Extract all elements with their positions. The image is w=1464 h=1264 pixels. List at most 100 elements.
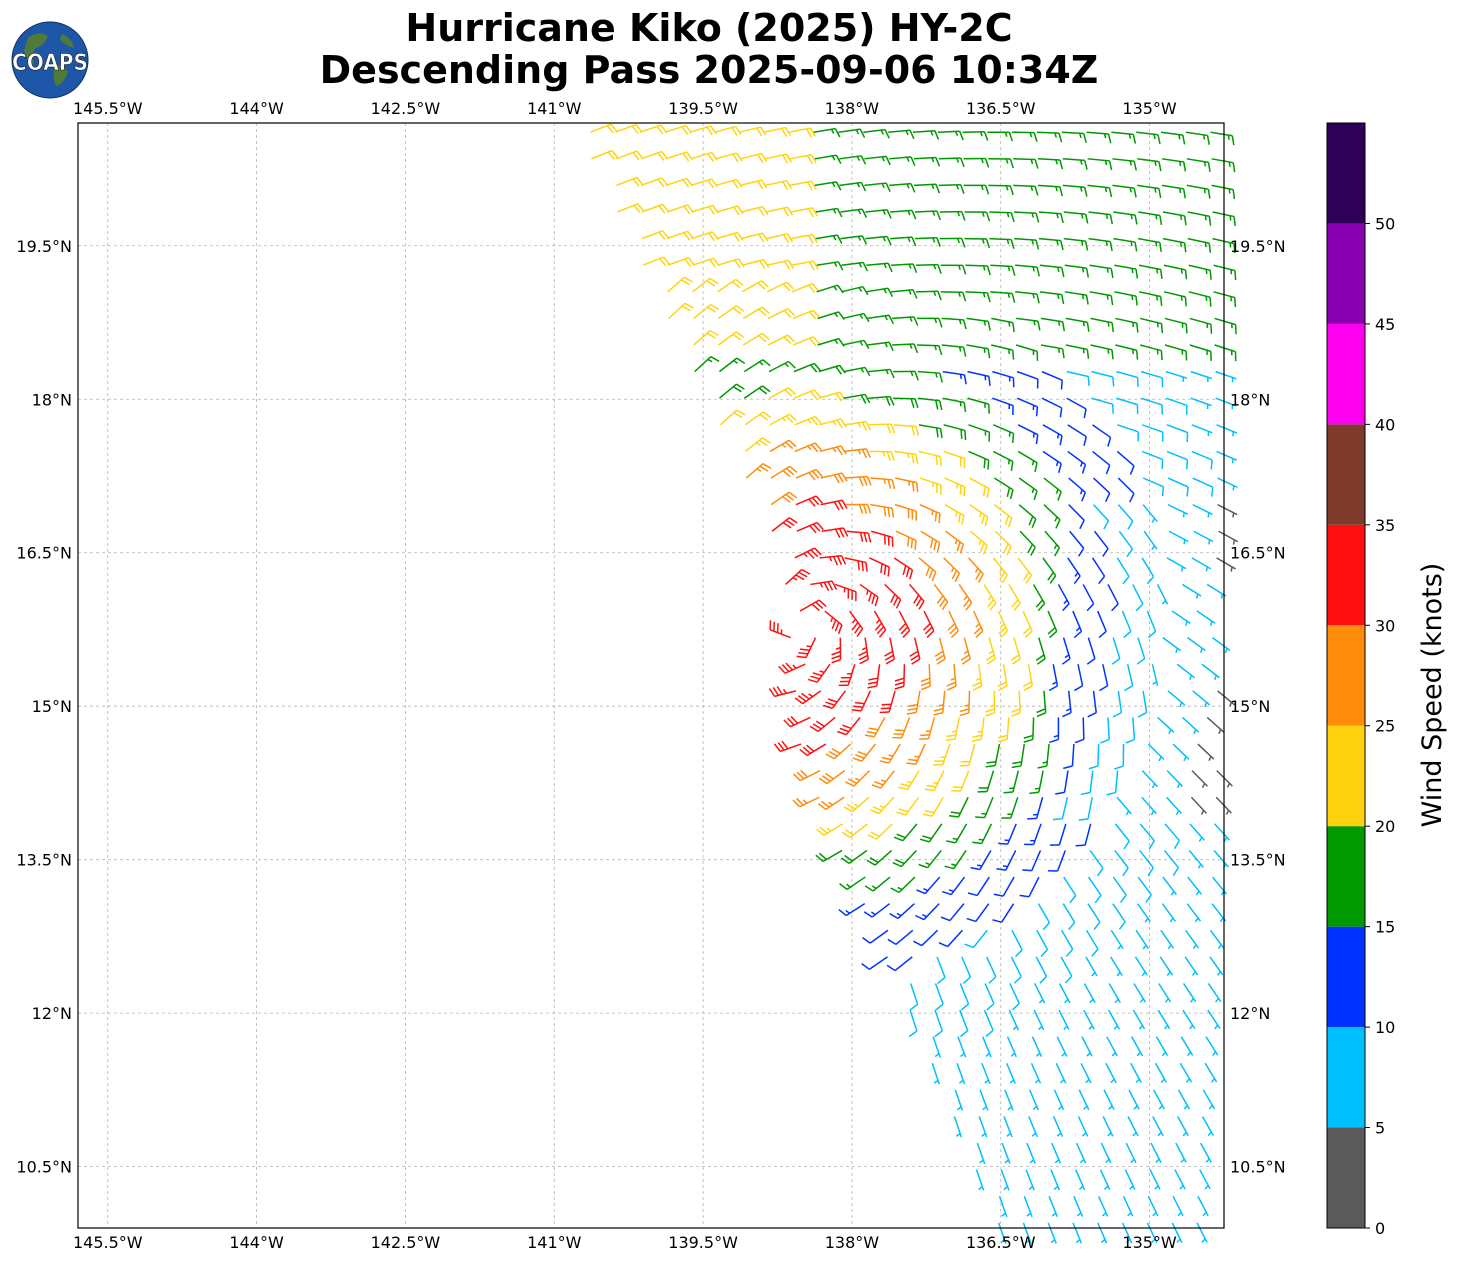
wind-barb [1112,903,1126,930]
wind-barb [1058,1009,1070,1031]
wind-barb [1159,956,1174,977]
wind-barb [1110,929,1124,950]
wind-barb [938,929,963,948]
wind-barb [1163,849,1180,876]
lon-tick-label-bottom: 145.5°W [73,1233,143,1252]
wind-barb [741,205,769,217]
wind-barb [1019,530,1036,556]
wind-barb [988,184,1014,196]
wind-barb [1022,850,1042,872]
colorbar-tick-label: 25 [1375,717,1395,736]
wind-barb [954,1089,964,1111]
wind-barb [666,230,695,241]
lat-tick-label-right: 16.5°N [1230,544,1286,563]
wind-barb [924,770,945,792]
wind-barb [1092,424,1112,447]
wind-barb [871,530,894,547]
wind-barb [1143,530,1158,551]
wind-barb [717,258,745,269]
wind-barb [960,637,971,665]
wind-barb [764,179,793,191]
wind-barb [1132,584,1144,612]
wind-barb [958,584,973,611]
wind-barb [1042,424,1063,446]
wind-barb [692,257,720,268]
wind-barb [664,124,693,135]
wind-barb [1102,1116,1114,1137]
wind-barb [1049,717,1060,744]
gridlines [78,123,1224,1228]
lat-tick-label-right: 10.5°N [1230,1158,1286,1177]
wind-barb [858,637,869,665]
wind-barb [1010,956,1022,984]
wind-barb [940,903,965,922]
wind-barb [1081,1036,1093,1057]
wind-barb [1113,211,1138,225]
lat-tick-label-left: 19.5°N [16,237,72,256]
wind-barb [959,690,971,717]
axis-tick-labels: 145.5°W 145.5°W 144°W 144°W 142.5°W 142.5°W 14… [16,99,1285,1252]
wind-barb [1137,690,1148,718]
wind-barb [931,1063,940,1085]
wind-barb [1014,237,1040,250]
wind-barb [934,637,946,665]
wind-barb [917,397,943,411]
wind-barb [740,152,768,163]
colorbar-tick-label: 20 [1375,817,1395,836]
wind-barb [1190,370,1212,382]
wind-barb [819,418,847,429]
wind-barb [1181,716,1200,735]
wind-barb [1128,1089,1140,1110]
wind-barb [992,903,1015,923]
wind-barb [716,231,744,242]
wind-barb [1180,1036,1194,1057]
wind-barb [1072,610,1083,639]
wind-barb [837,716,861,736]
wind-barb [991,317,1015,333]
wind-barb [1117,504,1134,530]
coaps-logo: COAPS [11,21,89,99]
wind-barb [1053,1089,1065,1111]
wind-barb [862,929,889,944]
wind-barb [919,503,941,524]
wind-barb [1023,1196,1033,1218]
wind-barb [616,176,644,187]
wind-barb [1040,344,1065,359]
wind-barb [1057,584,1070,612]
wind-barb [906,743,926,765]
wind-barb [1063,211,1089,224]
wind-barb [869,423,896,434]
wind-barb [1192,690,1211,708]
wind-barb [1087,903,1101,931]
wind-barb [1105,1062,1117,1084]
wind-barb [1166,424,1189,443]
wind-barb [916,876,941,895]
wind-barb [1010,690,1021,717]
wind-barb [844,420,872,432]
wind-barb [667,256,696,267]
wind-barb [783,715,811,728]
wind-barb [1217,477,1238,491]
wind-barb [744,411,772,426]
wind-barb [1085,956,1098,977]
wind-barb [1080,770,1094,796]
wind-barb [1184,956,1199,976]
lon-tick-label-top: 139.5°W [668,99,738,118]
wind-barb [1118,530,1134,558]
wind-barb [1216,557,1236,572]
wind-barb [914,237,941,247]
wind-barb [1027,797,1044,820]
title-line-2: Descending Pass 2025-09-06 10:34Z [319,48,1099,92]
colorbar-bin [1327,424,1365,525]
wind-barb [839,181,867,192]
wind-barb [1185,929,1200,950]
wind-barb [1036,131,1063,143]
wind-barb [789,180,817,191]
wind-barb [1142,477,1165,497]
wind-barb [975,796,994,819]
wind-barb [840,849,868,865]
wind-barb [1091,397,1114,414]
wind-barb [945,717,960,742]
wind-barb [809,716,836,733]
wind-barb [933,743,951,766]
